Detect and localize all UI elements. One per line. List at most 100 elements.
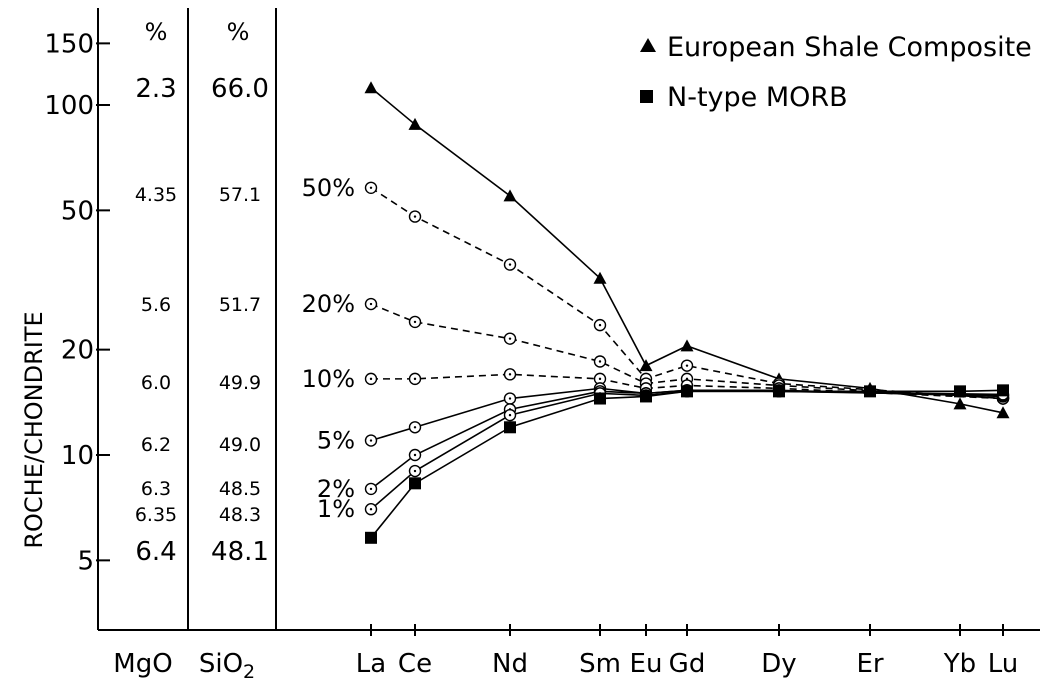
point-circle-dot [508, 413, 512, 417]
sio2-value-3: 49.9 [219, 372, 261, 394]
x-tick-label-ce: Ce [398, 649, 432, 679]
series-label-2pct: 2% [317, 475, 355, 503]
point-circle-dot [369, 508, 373, 511]
point-square [954, 385, 966, 398]
point-circle-dot [685, 364, 689, 367]
point-circle-dot [413, 453, 417, 457]
y-tick-label-100: 100 [44, 91, 94, 121]
sio2-value-5: 48.5 [219, 478, 261, 500]
series-line-2 [370, 303, 1004, 400]
mgo-value-6: 6.35 [135, 504, 177, 526]
series-label-10pct: 10% [302, 365, 355, 393]
sio2-axis-label: SiO2 [199, 649, 255, 683]
mgo-axis-label: MgO [113, 649, 172, 679]
point-triangle [408, 117, 422, 130]
legend-square-icon [640, 90, 653, 103]
point-triangle [639, 359, 653, 372]
y-ticks: 5 10 20 50 100 150 [44, 29, 110, 576]
sio2-value-2: 51.7 [219, 294, 261, 316]
series-2: 20% [302, 290, 1010, 405]
x-tick-label-dy: Dy [761, 649, 796, 679]
y-tick-label-50: 50 [61, 196, 94, 226]
point-circle-dot [369, 487, 373, 491]
x-tick-label-lu: Lu [988, 649, 1019, 679]
series-line-7 [370, 389, 1004, 539]
sio2-value-4: 49.0 [219, 434, 261, 456]
x-tick-label-er: Er [856, 649, 883, 679]
point-triangle [364, 81, 378, 94]
sio2-value-6: 48.3 [219, 504, 261, 526]
point-triangle [680, 339, 694, 352]
point-circle-dot [369, 186, 373, 190]
mgo-unit: % [145, 18, 168, 46]
point-square [997, 384, 1009, 397]
series-1: 50% [302, 174, 1010, 405]
series-3: 10% [302, 365, 1010, 405]
x-tick-label-gd: Gd [669, 649, 706, 679]
sio2-value-7: 48.1 [211, 537, 269, 567]
point-circle-dot [598, 377, 602, 381]
point-triangle [503, 189, 517, 202]
point-triangle [593, 271, 607, 284]
x-tick-label-sm: Sm [579, 649, 621, 679]
point-circle-dot [508, 263, 512, 266]
point-square [773, 385, 785, 398]
series-line-1 [370, 187, 1004, 400]
series-line-3 [371, 373, 1004, 400]
point-triangle [996, 406, 1010, 419]
series-7 [365, 384, 1009, 544]
x-tick-label-yb: Yb [943, 649, 976, 679]
point-square [504, 421, 516, 434]
point-circle-dot [413, 215, 417, 218]
y-axis-label: ROCHE/CHONDRITE [20, 311, 48, 548]
mgo-value-7: 6.4 [135, 537, 176, 567]
point-circle-dot [369, 439, 373, 442]
legend-item-morb: N-type MORB [667, 82, 848, 113]
legend-item-shale: European Shale Composite [667, 32, 1032, 63]
y-tick-label-10: 10 [61, 441, 94, 471]
point-circle-dot [369, 377, 373, 381]
point-circle-dot [598, 323, 602, 327]
point-circle-dot [413, 377, 417, 381]
point-circle-dot [413, 426, 417, 429]
point-square [640, 390, 652, 403]
point-square [864, 385, 876, 398]
sio2-label-main: SiO [199, 649, 243, 679]
x-categories: La Ce Nd Sm Eu Gd Dy Er Yb Lu [356, 624, 1018, 679]
series-label-50pct: 50% [302, 174, 355, 202]
point-circle-dot [413, 469, 417, 473]
point-triangle [953, 397, 967, 410]
point-circle-dot [508, 337, 512, 340]
series-line-6 [370, 390, 1004, 510]
mgo-value-0: 2.3 [135, 74, 176, 104]
point-square [594, 392, 606, 405]
point-circle-dot [508, 397, 512, 400]
legend-triangle-icon [640, 38, 656, 52]
mgo-value-5: 6.3 [141, 478, 171, 500]
series-label-5pct: 5% [317, 427, 355, 455]
sio2-value-0: 66.0 [211, 74, 269, 104]
mgo-value-2: 5.6 [141, 294, 171, 316]
composition-columns: % % MgO SiO2 2.3 4.35 5.6 6.0 6.2 6.3 6.35 6.4 6… [113, 18, 269, 683]
series-label-20pct: 20% [302, 290, 355, 318]
point-circle-dot [598, 360, 602, 363]
mgo-value-1: 4.35 [135, 184, 177, 206]
x-tick-label-nd: Nd [492, 649, 528, 679]
point-circle-dot [413, 320, 417, 324]
x-tick-label-eu: Eu [630, 649, 663, 679]
series-label-1pct: 1% [317, 495, 355, 523]
series-line-5 [370, 389, 1004, 490]
mgo-value-3: 6.0 [141, 372, 171, 394]
point-square [681, 385, 693, 398]
series-group: 50% 20% 10% 5% 2%1% [302, 81, 1010, 544]
x-tick-label-la: La [356, 649, 386, 679]
y-tick-label-5: 5 [77, 546, 94, 576]
legend: European Shale Composite N-type MORB [640, 32, 1032, 113]
point-circle-dot [508, 373, 512, 376]
y-tick-label-20: 20 [61, 336, 94, 366]
series-line-0 [370, 87, 1004, 414]
point-square [409, 477, 421, 490]
y-tick-label-150: 150 [44, 29, 94, 59]
point-circle-dot [369, 302, 373, 306]
